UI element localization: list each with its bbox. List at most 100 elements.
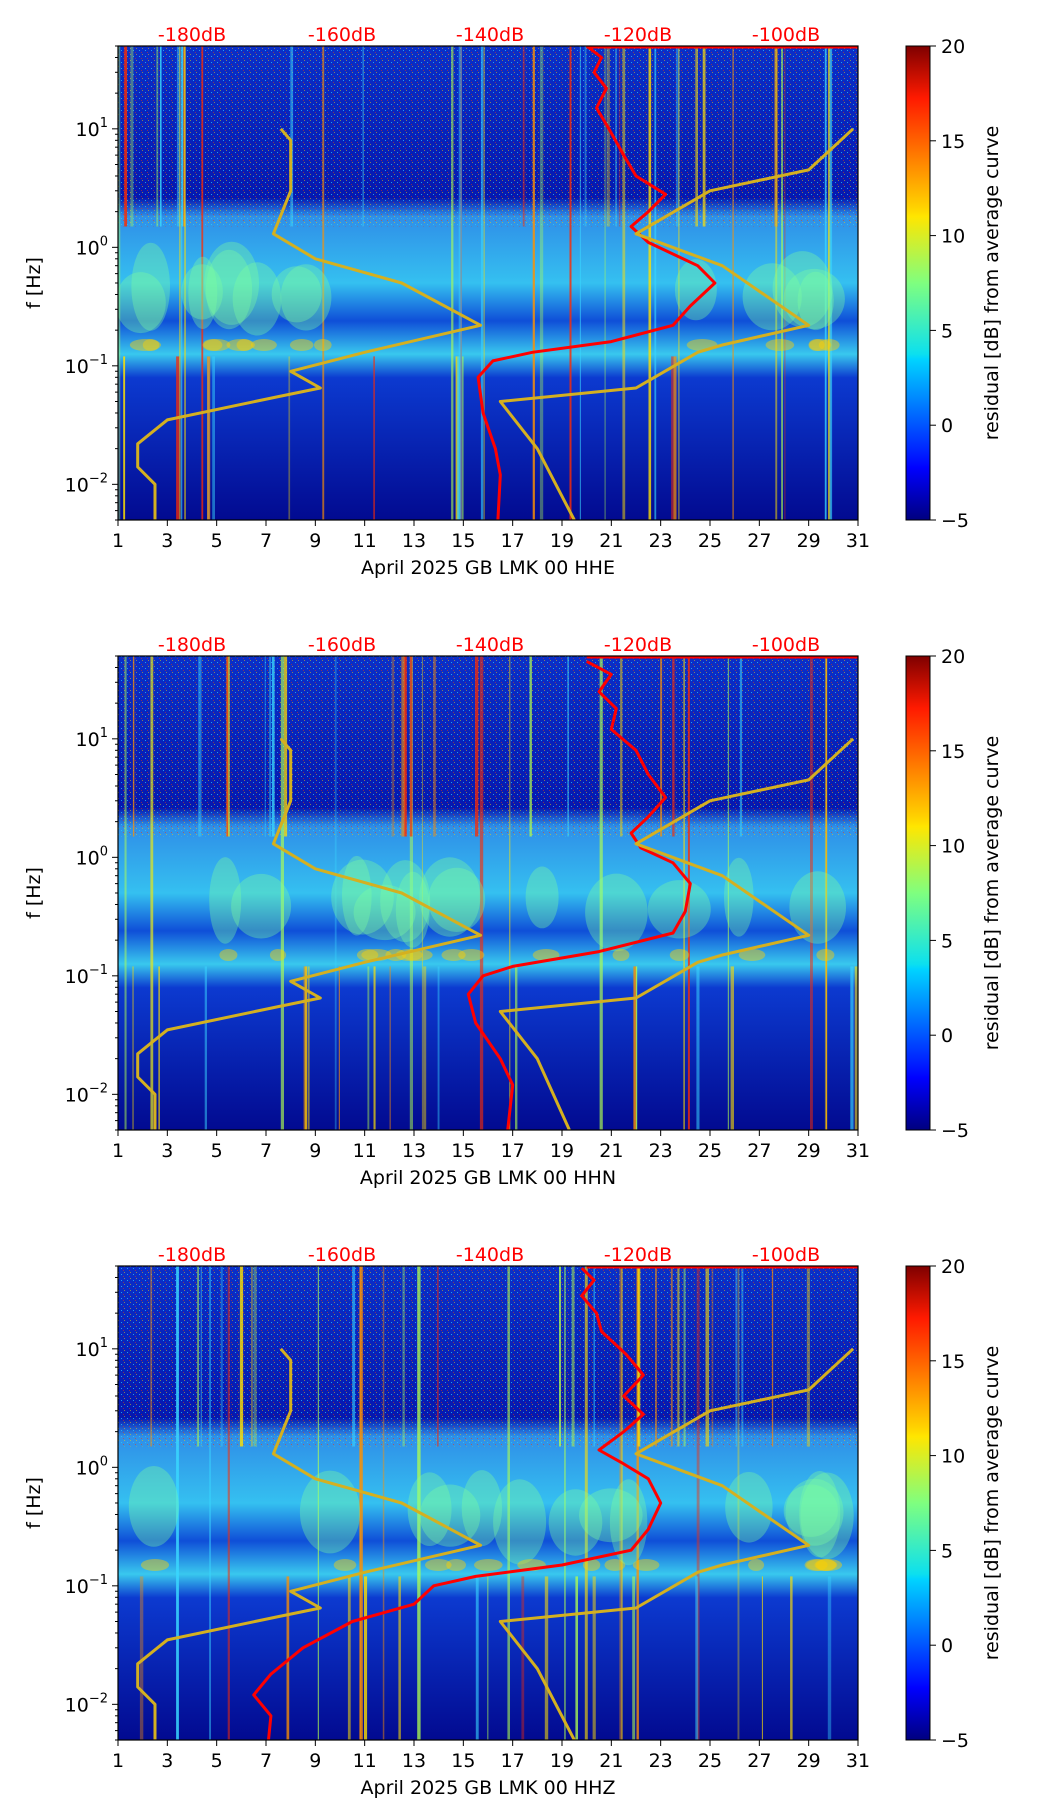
x-tick-label: 25 <box>698 530 722 552</box>
y-tick-label: 101 <box>76 116 108 141</box>
spectrogram-streak <box>571 1266 575 1447</box>
x-tick-label: 15 <box>451 1750 475 1772</box>
spectrogram-blob <box>118 272 166 334</box>
x-tick-label: 27 <box>747 530 771 552</box>
spectrogram-streak <box>654 46 657 520</box>
spectrogram-blob <box>800 1472 854 1560</box>
x-tick-label: 5 <box>211 530 223 552</box>
spectrogram-streak <box>338 966 340 1130</box>
spectrogram-streak <box>584 1266 588 1740</box>
spectrogram-streak <box>150 1266 153 1447</box>
spectrogram-texture <box>118 46 858 227</box>
spectrogram-streak <box>683 656 685 1130</box>
x-tick-label: 3 <box>161 530 173 552</box>
spectrogram-blob <box>532 949 560 961</box>
spectrogram-blob <box>612 949 630 961</box>
spectrogram-streak <box>636 1266 639 1740</box>
spectrogram-blob <box>765 339 795 351</box>
spectrogram-streak <box>695 1576 699 1740</box>
y-axis-label: f [Hz] <box>23 257 45 309</box>
spectrogram-streak <box>806 1266 810 1447</box>
spectrogram-streak <box>509 656 511 1130</box>
series-line-1 <box>252 1267 663 1740</box>
db-scale-label: -100dB <box>752 1244 820 1266</box>
spectrogram-streak <box>593 1266 595 1447</box>
x-tick-label: 21 <box>599 530 623 552</box>
spectrogram-streak <box>201 46 204 520</box>
spectrogram-streak <box>290 46 294 227</box>
colorbar-tick-label: 15 <box>941 741 965 763</box>
spectrogram-blob <box>818 339 840 351</box>
colorbar-tick-label: 5 <box>941 930 953 952</box>
spectrogram-streak <box>451 46 454 520</box>
colorbar <box>905 45 931 521</box>
spectrogram-streak <box>156 46 159 227</box>
spectrogram-streak <box>437 966 440 1130</box>
y-tick-label: 10−2 <box>65 1081 108 1106</box>
spectrogram-streak <box>334 656 337 1130</box>
spectrogram-blob <box>548 1489 603 1556</box>
y-tick-label: 10−2 <box>65 471 108 496</box>
x-tick-label: 13 <box>402 530 426 552</box>
spectrogram-streak <box>204 966 207 1130</box>
spectrogram-blob <box>419 857 481 937</box>
colorbar-tick-label: 20 <box>941 1256 965 1278</box>
spectrogram-blob <box>772 251 833 328</box>
x-tick-label: 17 <box>501 530 525 552</box>
x-tick-label: 31 <box>846 530 870 552</box>
spectrogram-streak <box>359 1266 361 1740</box>
db-scale-label: -120dB <box>604 634 672 656</box>
x-tick-label: 25 <box>698 1140 722 1162</box>
spectrogram-blob <box>525 866 559 929</box>
spectrogram-blob <box>129 339 161 351</box>
spectrogram-streak <box>227 1266 230 1740</box>
colorbar-label: residual [dB] from average curve <box>981 736 1003 1051</box>
spectrogram-blob <box>128 1466 179 1547</box>
spectrogram-blob <box>380 860 431 943</box>
spectrogram-blob <box>816 949 835 961</box>
spectrogram-streak <box>130 46 134 227</box>
spectrogram-blob <box>799 1471 841 1558</box>
spectrogram-streak <box>825 656 827 1130</box>
colorbar-tick-label: −5 <box>941 510 969 532</box>
spectrogram-streak <box>457 356 461 520</box>
colorbar-tick-label: 10 <box>941 836 965 858</box>
x-tick-label: 19 <box>550 1140 574 1162</box>
spectrogram-blob <box>269 949 287 961</box>
spectrogram-streak <box>118 46 121 520</box>
spectrogram-streak <box>683 1266 686 1447</box>
spectrogram-blob <box>785 1478 844 1546</box>
spectrogram-streak <box>401 656 405 837</box>
spectrogram-streak <box>854 966 858 1130</box>
spectrogram-streak <box>619 1266 622 1740</box>
y-tick-label: 10−1 <box>65 353 108 378</box>
spectrogram-streak <box>280 656 284 1130</box>
spectrogram-blob <box>783 1484 838 1537</box>
spectrogram-blob <box>441 949 466 961</box>
spectrogram-streak <box>487 1576 489 1740</box>
spectrogram-streak <box>599 656 603 1130</box>
spectrogram-streak <box>176 356 180 520</box>
x-tick-label: 25 <box>698 1750 722 1772</box>
spectrogram-blob <box>647 880 711 939</box>
x-tick-label: 27 <box>747 1140 771 1162</box>
spectrogram-streak <box>567 656 569 837</box>
spectrogram-blob <box>446 1559 466 1571</box>
spectrogram-streak <box>417 1266 421 1740</box>
spectrogram-blob <box>814 1559 843 1571</box>
spectrogram-streak <box>239 1266 244 1447</box>
db-scale-label: -140dB <box>456 1244 524 1266</box>
spectrogram-blob <box>342 855 372 936</box>
x-tick-label: 13 <box>402 1750 426 1772</box>
spectrogram-streak <box>124 656 127 1130</box>
spectrogram-blob <box>474 1559 503 1571</box>
spectrogram-blob <box>742 263 802 331</box>
spectrogram-blob <box>202 339 223 351</box>
x-tick-label: 17 <box>501 1140 525 1162</box>
spectrogram-streak <box>303 966 307 1130</box>
spectrogram-blob <box>725 1472 773 1543</box>
spectrogram-streak <box>253 1266 257 1447</box>
x-tick-label: 19 <box>550 1750 574 1772</box>
spectrogram-streak <box>828 46 831 520</box>
